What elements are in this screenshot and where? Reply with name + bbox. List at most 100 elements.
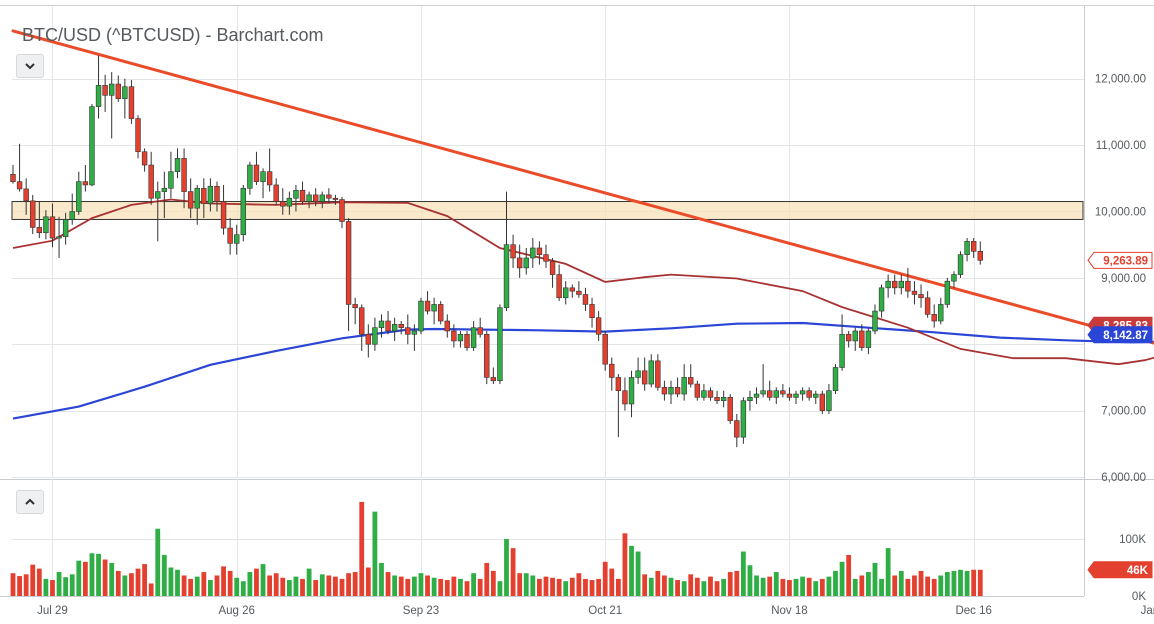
candle <box>30 194 36 235</box>
volume-bar <box>609 568 615 596</box>
candle <box>49 203 56 248</box>
candle <box>865 327 872 355</box>
volume-bar <box>596 578 602 596</box>
volume-bar <box>161 554 167 596</box>
candle <box>16 143 23 192</box>
collapse-volume-button[interactable] <box>16 490 44 514</box>
candle <box>451 324 457 348</box>
volume-bar <box>267 575 273 596</box>
volume-bar <box>833 570 838 596</box>
candle <box>240 184 246 242</box>
volume-bar <box>326 575 332 596</box>
candle <box>701 384 707 401</box>
last-price-tag-label: 9,263.89 <box>1103 255 1148 267</box>
candle <box>635 357 641 385</box>
candle-body <box>56 236 62 239</box>
volume-last-tag-bg <box>1087 561 1153 579</box>
candle <box>832 364 839 395</box>
candle <box>148 151 154 205</box>
candle-body <box>444 320 450 332</box>
candle-body <box>299 189 306 202</box>
candle-body <box>865 330 872 348</box>
candle-body <box>753 393 760 398</box>
candle-body <box>234 234 240 244</box>
chevron-down-icon <box>24 62 36 70</box>
volume-bar <box>708 576 713 596</box>
candle-body <box>688 377 694 385</box>
candle-body <box>102 85 108 96</box>
candle-body <box>372 327 378 345</box>
candle-body <box>780 390 786 395</box>
candle <box>615 374 622 438</box>
candle <box>280 188 286 215</box>
candle <box>431 297 437 325</box>
candle-body <box>582 294 589 305</box>
candle-body <box>852 330 858 342</box>
volume-bar <box>10 573 16 596</box>
candle-body <box>674 387 681 395</box>
volume-bar <box>589 580 595 596</box>
collapse-price-button[interactable] <box>16 54 44 78</box>
volume-bar <box>813 581 819 596</box>
candle-body <box>892 280 898 289</box>
volume-bar <box>438 578 444 596</box>
candle-body <box>194 187 200 209</box>
x-tick-label: Oct 21 <box>588 605 622 617</box>
volume-bar <box>444 580 450 596</box>
volume-last-tag-label: 46K <box>1127 565 1149 577</box>
candle <box>766 380 773 401</box>
volume-bar <box>951 570 957 596</box>
volume-bar <box>523 573 529 596</box>
volume-bar <box>497 581 503 596</box>
candle <box>378 314 385 338</box>
candle <box>957 251 964 278</box>
volume-bar <box>477 578 483 596</box>
volume-bar <box>714 581 720 596</box>
candle <box>115 75 121 102</box>
x-tick-label: Jan 13 <box>1141 605 1154 617</box>
candle <box>385 311 391 335</box>
candle <box>187 178 194 219</box>
candle <box>109 72 115 139</box>
volume-bar <box>425 575 430 596</box>
candle <box>938 297 944 325</box>
volume-bar <box>17 576 22 596</box>
candle <box>247 161 253 195</box>
candle <box>503 191 510 312</box>
volume-bar <box>688 574 694 596</box>
candle-body <box>332 197 339 200</box>
candle-body <box>497 307 503 382</box>
candle <box>260 168 266 199</box>
volume-bar <box>458 578 463 596</box>
candle-body <box>89 106 95 186</box>
volume-bar <box>411 576 417 596</box>
candle-body <box>773 390 779 398</box>
volume-bar <box>793 578 799 596</box>
volume-bar <box>767 576 773 596</box>
candle-body <box>312 194 319 202</box>
candle <box>359 304 365 351</box>
candle-body <box>247 164 253 189</box>
volume-bar <box>418 573 424 596</box>
candle-body <box>411 330 418 335</box>
volume-bar <box>964 570 970 596</box>
volume-bar <box>556 578 562 596</box>
candle-body <box>385 320 391 332</box>
volume-bar <box>490 570 496 596</box>
candle <box>898 274 905 295</box>
y-tick-label: 7,000.00 <box>1101 406 1146 418</box>
candle <box>181 148 187 209</box>
candle <box>418 297 424 335</box>
candle <box>62 212 69 245</box>
volume-bar <box>115 570 121 596</box>
candle <box>924 291 931 318</box>
candle <box>714 390 720 404</box>
candle-body <box>760 390 766 395</box>
candle <box>82 165 89 192</box>
volume-bar <box>109 562 115 596</box>
candle-body <box>635 370 641 378</box>
candle-body <box>286 197 293 207</box>
volume-bar <box>43 578 49 596</box>
ma-slow-tag: 8,142.87 <box>1087 326 1153 344</box>
